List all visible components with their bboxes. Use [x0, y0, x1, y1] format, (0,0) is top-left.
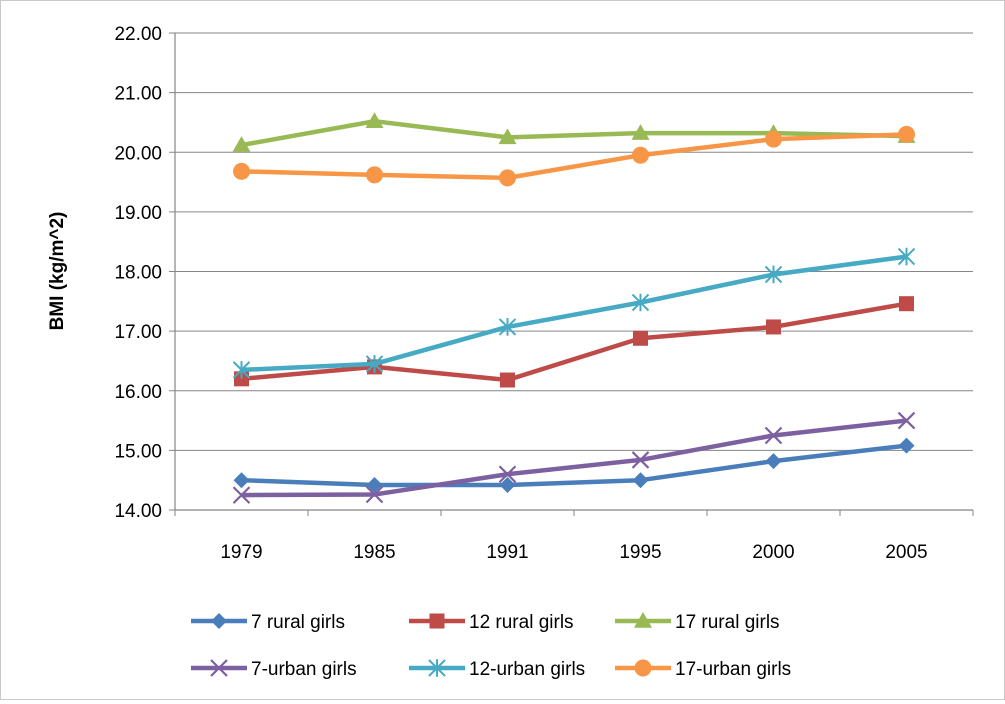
data-point [631, 451, 650, 469]
data-point [631, 293, 650, 312]
series-group [232, 112, 916, 504]
data-point [232, 136, 251, 152]
legend-item: 17-urban girls [615, 659, 791, 680]
gridlines [169, 32, 974, 516]
data-point [210, 659, 228, 677]
data-point [366, 476, 383, 493]
legend-item: 7 rural girls [191, 612, 345, 633]
series-line [241, 301, 907, 383]
y-tick-label: 16.00 [114, 382, 162, 403]
data-point [232, 361, 251, 379]
data-point [897, 247, 916, 266]
x-tick-label: 2005 [885, 542, 927, 563]
data-point [499, 476, 516, 493]
data-point [428, 659, 446, 677]
data-point [500, 372, 515, 388]
series-17-urban-girls [233, 125, 915, 187]
y-tick-label: 18.00 [114, 263, 162, 284]
y-tick-label: 19.00 [114, 203, 162, 224]
data-point [365, 112, 384, 128]
y-tick-label: 17.00 [114, 322, 162, 343]
data-point [897, 411, 916, 430]
legend-label: 17 rural girls [675, 612, 780, 633]
data-point [898, 437, 915, 454]
data-point [634, 612, 652, 628]
series-7-urban-girls [232, 411, 916, 504]
legend-label: 7 rural girls [251, 612, 345, 633]
x-tick-labels: 1979 1985 1991 1995 2000 2005 [220, 542, 927, 563]
y-tick-label: 22.00 [114, 24, 162, 45]
x-tick-label: 1985 [353, 542, 395, 563]
legend-item: 7-urban girls [191, 659, 357, 680]
x-tick-label: 1991 [486, 542, 528, 563]
data-point [234, 371, 249, 387]
data-point [233, 162, 250, 180]
legend: 7 rural girls 12 rural girls 17 rural girl… [191, 612, 791, 680]
data-point [898, 125, 915, 143]
data-point [365, 485, 384, 504]
y-axis-label: BMI (kg/m^2) [47, 212, 68, 331]
legend-label: 12-urban girls [469, 659, 585, 680]
data-point [766, 319, 781, 335]
data-point [366, 166, 383, 184]
data-point [232, 486, 251, 504]
data-point [233, 472, 250, 489]
series-line [241, 418, 907, 498]
data-point [764, 265, 783, 284]
series-line [241, 118, 907, 148]
y-tick-label: 20.00 [114, 143, 162, 164]
y-tick-label: 14.00 [114, 501, 162, 522]
data-point [211, 613, 227, 629]
series-12-urban-girls [232, 247, 916, 379]
series-line [241, 132, 907, 181]
data-point [634, 659, 652, 677]
data-point [631, 124, 650, 140]
legend-label: 12 rural girls [469, 612, 574, 633]
data-point [765, 453, 782, 470]
axes [174, 33, 973, 511]
legend-label: 17-urban girls [675, 659, 791, 680]
series-12-rural-girls [234, 296, 914, 388]
y-tick-label: 15.00 [114, 441, 162, 462]
data-point [498, 465, 517, 484]
x-tick-label: 1979 [220, 542, 262, 563]
data-point [365, 355, 384, 373]
data-point [498, 318, 517, 336]
legend-item: 12-urban girls [409, 659, 585, 680]
data-point [764, 426, 783, 445]
legend-item: 12 rural girls [409, 612, 574, 633]
data-point [632, 472, 649, 489]
series-line [241, 443, 907, 488]
data-point [632, 146, 649, 164]
data-point [765, 130, 782, 148]
data-point [498, 128, 517, 145]
x-tick-label: 1995 [619, 542, 661, 563]
data-point [899, 296, 914, 312]
x-tick-label: 2000 [752, 542, 794, 563]
data-point [633, 330, 648, 346]
series-line [241, 254, 907, 373]
data-point [499, 169, 516, 187]
data-point [429, 613, 445, 629]
legend-label: 7-urban girls [251, 659, 357, 680]
y-tick-labels: 14.00 15.00 16.00 17.00 18.00 19.00 20.00 21.00… [114, 24, 162, 522]
legend-item: 17 rural girls [615, 612, 780, 633]
y-tick-label: 21.00 [114, 84, 162, 105]
series-17-rural-girls [232, 112, 916, 152]
